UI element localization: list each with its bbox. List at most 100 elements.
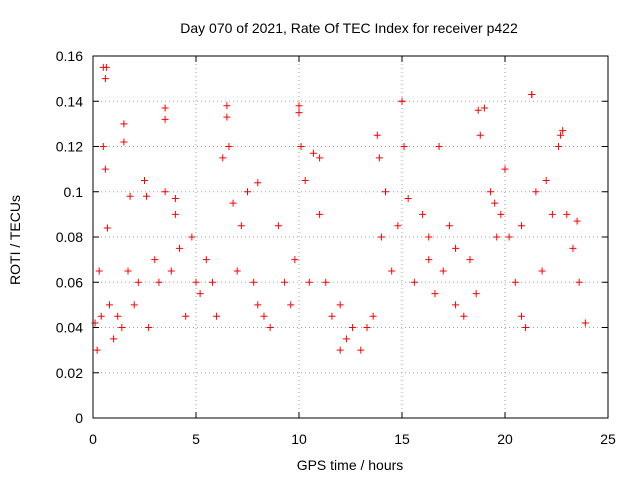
data-point bbox=[301, 176, 309, 184]
data-point bbox=[460, 312, 468, 320]
data-point bbox=[349, 324, 357, 331]
data-point bbox=[260, 312, 268, 320]
data-point bbox=[99, 143, 107, 150]
data-point bbox=[130, 301, 138, 309]
data-point bbox=[254, 301, 262, 309]
data-point bbox=[110, 335, 118, 343]
data-point bbox=[196, 290, 204, 298]
data-point bbox=[274, 222, 282, 230]
data-point bbox=[517, 222, 525, 230]
data-point bbox=[439, 267, 447, 275]
data-point bbox=[322, 278, 330, 286]
data-point bbox=[124, 267, 132, 275]
data-point bbox=[105, 301, 113, 309]
data-point bbox=[410, 278, 418, 286]
data-point bbox=[134, 278, 142, 286]
data-point bbox=[171, 210, 179, 218]
data-point bbox=[398, 97, 406, 105]
data-point bbox=[120, 120, 128, 128]
data-point bbox=[297, 143, 305, 150]
data-point bbox=[501, 165, 509, 173]
axis-ticks: 0 0.02 0.04 0.06 0.08 0.1 0.12 0.14 0.16 0 5 10 15 20… bbox=[56, 48, 616, 447]
data-point bbox=[425, 233, 433, 241]
data-point bbox=[101, 165, 109, 173]
data-point bbox=[394, 222, 402, 230]
data-point bbox=[517, 312, 525, 320]
data-point bbox=[244, 188, 251, 196]
data-point bbox=[528, 90, 536, 98]
data-point bbox=[316, 154, 324, 162]
y-tick-label: 0.08 bbox=[56, 229, 83, 245]
data-point bbox=[542, 176, 550, 184]
data-point bbox=[575, 278, 583, 286]
data-point bbox=[93, 346, 101, 354]
data-point bbox=[480, 104, 488, 112]
data-point bbox=[161, 104, 169, 112]
data-point bbox=[229, 199, 237, 207]
data-point bbox=[425, 256, 433, 264]
data-point bbox=[452, 244, 460, 252]
y-tick-label: 0.1 bbox=[64, 184, 84, 200]
data-point bbox=[192, 278, 200, 286]
y-tick-label: 0 bbox=[75, 410, 83, 426]
x-tick-label: 25 bbox=[600, 431, 616, 447]
data-point bbox=[223, 113, 231, 121]
data-point bbox=[309, 149, 317, 157]
data-point bbox=[369, 312, 377, 320]
data-point bbox=[250, 278, 258, 286]
y-tick-label: 0.04 bbox=[56, 320, 83, 336]
data-points bbox=[91, 63, 589, 354]
data-point bbox=[295, 102, 303, 110]
data-point bbox=[435, 143, 443, 150]
x-tick-label: 15 bbox=[394, 431, 410, 447]
data-point bbox=[161, 188, 169, 196]
data-point bbox=[103, 224, 111, 232]
data-point bbox=[452, 301, 460, 309]
chart-title: Day 070 of 2021, Rate Of TEC Index for r… bbox=[180, 20, 518, 36]
data-point bbox=[225, 143, 233, 150]
data-point bbox=[101, 75, 109, 83]
data-point bbox=[295, 109, 303, 117]
data-point bbox=[363, 324, 371, 331]
data-point bbox=[151, 256, 159, 264]
data-point bbox=[375, 154, 383, 162]
data-point bbox=[400, 143, 408, 150]
data-point bbox=[95, 267, 103, 275]
data-point bbox=[373, 131, 381, 139]
data-point bbox=[573, 217, 581, 225]
data-point bbox=[219, 154, 227, 162]
data-point bbox=[171, 195, 179, 203]
data-point bbox=[223, 102, 231, 110]
data-point bbox=[208, 278, 216, 286]
x-axis-label: GPS time / hours bbox=[297, 457, 404, 473]
data-point bbox=[305, 278, 313, 286]
data-point bbox=[557, 131, 565, 139]
data-point bbox=[445, 222, 453, 230]
data-point bbox=[555, 143, 563, 150]
y-tick-label: 0.14 bbox=[56, 93, 83, 109]
data-point bbox=[176, 244, 184, 252]
x-tick-label: 5 bbox=[192, 431, 200, 447]
data-point bbox=[404, 195, 412, 203]
y-tick-label: 0.12 bbox=[56, 139, 83, 155]
data-point bbox=[377, 233, 385, 241]
data-point bbox=[522, 324, 530, 331]
data-point bbox=[291, 256, 299, 264]
data-point bbox=[114, 312, 122, 320]
data-point bbox=[167, 267, 175, 275]
x-tick-label: 10 bbox=[291, 431, 307, 447]
data-point bbox=[538, 267, 546, 275]
data-point bbox=[491, 199, 499, 207]
data-point bbox=[342, 335, 350, 343]
data-point bbox=[182, 312, 190, 320]
data-point bbox=[476, 131, 484, 139]
data-point bbox=[357, 346, 365, 354]
data-point bbox=[569, 244, 577, 252]
data-point bbox=[497, 210, 505, 218]
data-point bbox=[487, 188, 495, 196]
y-axis-label: ROTI / TECUs bbox=[7, 195, 23, 285]
y-tick-label: 0.16 bbox=[56, 48, 83, 64]
data-point bbox=[254, 179, 262, 187]
data-point bbox=[99, 63, 107, 71]
